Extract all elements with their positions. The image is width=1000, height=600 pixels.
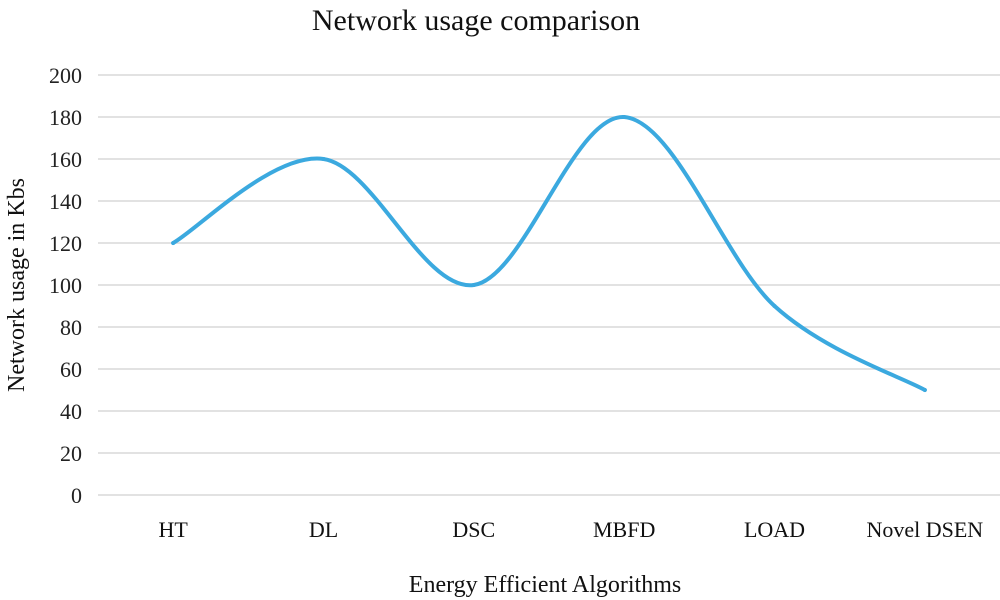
x-tick-label: MBFD bbox=[593, 517, 655, 542]
y-tick-label: 180 bbox=[49, 105, 82, 130]
data-point-dsc bbox=[471, 283, 476, 287]
x-tick-label: HT bbox=[159, 517, 189, 542]
x-axis-label: Energy Efficient Algorithms bbox=[409, 572, 681, 598]
data-point-load bbox=[772, 304, 777, 308]
y-tick-label: 200 bbox=[49, 63, 82, 88]
y-tick-label: 160 bbox=[49, 147, 82, 172]
gridlines bbox=[98, 74, 1000, 496]
data-point-mbfd bbox=[622, 115, 627, 119]
series-line-0 bbox=[171, 114, 927, 392]
y-tick-label: 20 bbox=[60, 441, 82, 466]
x-tick-label: DL bbox=[309, 517, 338, 542]
y-tick-label: 40 bbox=[60, 399, 82, 424]
data-point-dl bbox=[321, 157, 326, 161]
x-tick-label: LOAD bbox=[744, 517, 805, 542]
y-axis-ticks: 0 20 40 60 80 100 120 140 160 180 200 bbox=[49, 63, 82, 508]
y-axis-label: Network usage in Kbs bbox=[4, 178, 30, 392]
y-tick-label: 100 bbox=[49, 273, 82, 298]
chart-title: Network usage comparison bbox=[312, 4, 640, 37]
data-point-ht bbox=[171, 241, 176, 245]
x-tick-label: DSC bbox=[452, 517, 495, 542]
y-tick-label: 140 bbox=[49, 189, 82, 214]
data-point-novel-dsen bbox=[922, 388, 927, 392]
series-layer bbox=[171, 114, 927, 392]
y-tick-label: 120 bbox=[49, 231, 82, 256]
y-tick-label: 0 bbox=[71, 483, 82, 508]
y-tick-label: 80 bbox=[60, 315, 82, 340]
y-tick-label: 60 bbox=[60, 357, 82, 382]
x-tick-label: Novel DSEN bbox=[866, 517, 983, 542]
x-axis-categories: HT DL DSC MBFD LOAD Novel DSEN bbox=[159, 517, 984, 542]
